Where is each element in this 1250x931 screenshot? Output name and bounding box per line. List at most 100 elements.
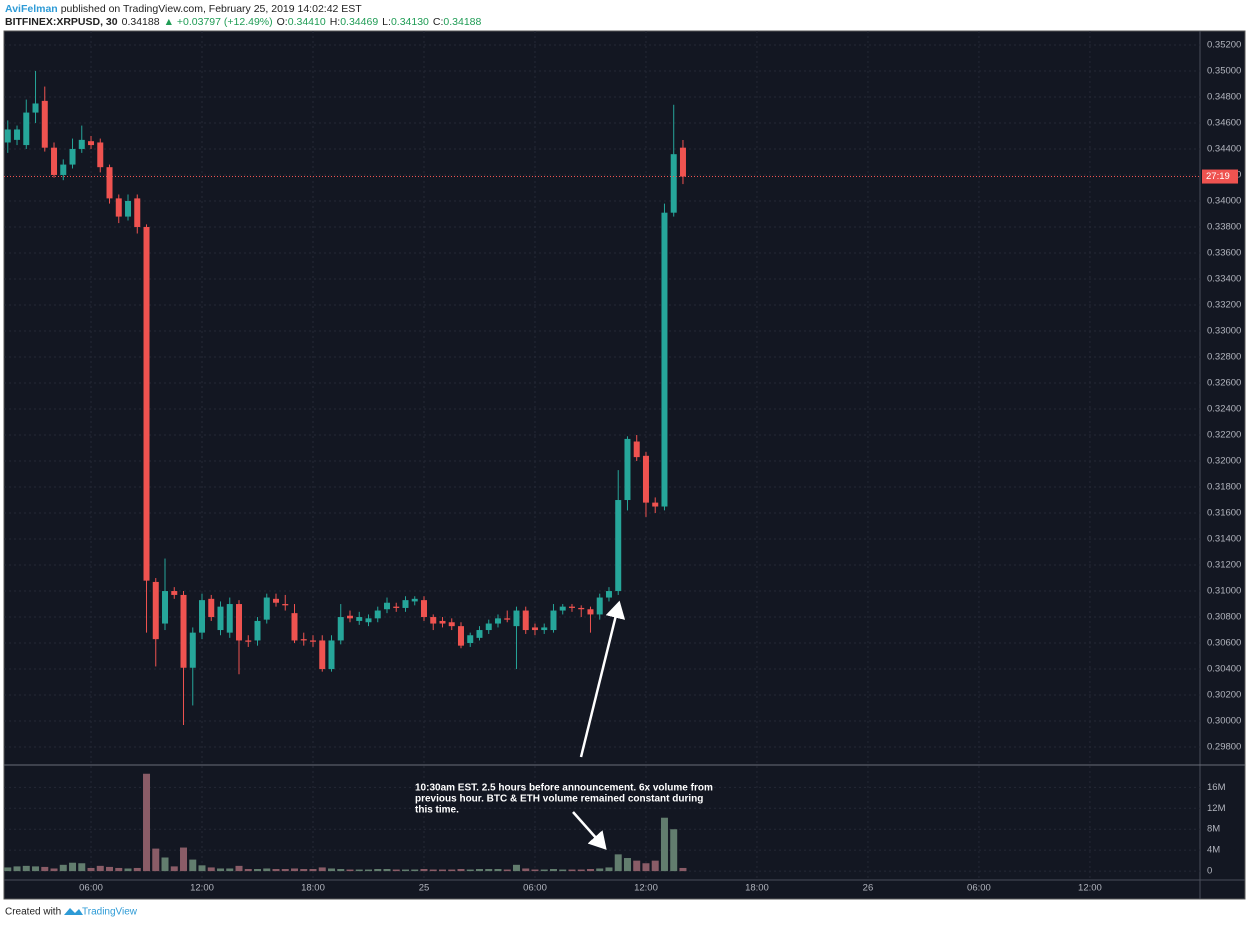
volume-bar bbox=[133, 867, 141, 872]
y-tick-label: 0.35000 bbox=[1207, 65, 1241, 76]
candle-body bbox=[162, 591, 169, 624]
candle-body bbox=[633, 441, 640, 458]
volume-bar bbox=[59, 864, 67, 872]
volume-bar bbox=[4, 867, 12, 872]
candle-body bbox=[559, 606, 566, 611]
volume-bar bbox=[355, 869, 363, 872]
candle-body bbox=[578, 607, 585, 610]
candle-body bbox=[411, 598, 418, 602]
volume-bar bbox=[69, 862, 77, 872]
annotation: previous hour. BTC & ETH volume remained… bbox=[415, 794, 703, 805]
volume-tick-label: 4M bbox=[1207, 845, 1220, 856]
volume-bar bbox=[374, 869, 382, 872]
volume-bar bbox=[50, 868, 58, 872]
volume-bar bbox=[291, 868, 299, 872]
y-tick-label: 0.35200 bbox=[1207, 39, 1241, 50]
y-tick-label: 0.32600 bbox=[1207, 378, 1241, 389]
volume-bar bbox=[522, 868, 530, 872]
candle-body bbox=[125, 200, 132, 217]
volume-bar bbox=[22, 865, 30, 872]
x-tick-label: 12:00 bbox=[634, 883, 658, 894]
y-tick-label: 0.34800 bbox=[1207, 91, 1241, 102]
marks bbox=[4, 70, 1200, 872]
candle-body bbox=[430, 617, 437, 624]
volume-bar bbox=[670, 829, 678, 872]
y-tick-label: 0.33600 bbox=[1207, 248, 1241, 259]
volume-tick-label: 0 bbox=[1207, 866, 1212, 877]
volume-bar bbox=[540, 869, 548, 872]
candle-body bbox=[393, 606, 400, 608]
last-price: 0.34188 bbox=[122, 16, 160, 28]
volume-bar bbox=[87, 867, 95, 872]
volume-bar bbox=[364, 869, 372, 872]
y-tick-label: 0.33800 bbox=[1207, 222, 1241, 233]
y-tick-label: 0.32400 bbox=[1207, 404, 1241, 415]
candle-body bbox=[236, 604, 243, 641]
volume-bar bbox=[170, 866, 178, 872]
candle-body bbox=[41, 100, 48, 148]
volume-bar bbox=[623, 858, 631, 872]
labels: 0.352000.350000.348000.346000.344000.342… bbox=[79, 39, 1241, 893]
candle-body bbox=[143, 226, 150, 581]
footer-brand[interactable]: TradingView bbox=[82, 907, 138, 918]
candle-body bbox=[328, 640, 335, 670]
candle-body bbox=[356, 617, 363, 621]
candle-body bbox=[596, 597, 603, 615]
y-tick-label: 0.33400 bbox=[1207, 274, 1241, 285]
volume-bar bbox=[300, 869, 308, 872]
volume-bar bbox=[475, 869, 483, 872]
x-tick-label: 12:00 bbox=[190, 883, 214, 894]
ohlc-value: 0.34469 bbox=[340, 16, 378, 28]
y-tick-label: 0.33200 bbox=[1207, 300, 1241, 311]
x-tick-label: 18:00 bbox=[301, 883, 325, 894]
ohlc-label: O: bbox=[277, 16, 288, 28]
candle-body bbox=[587, 609, 594, 615]
x-tick-label: 06:00 bbox=[967, 883, 991, 894]
candle-body bbox=[402, 600, 409, 608]
candle-body bbox=[605, 591, 612, 598]
volume-bar bbox=[207, 867, 215, 872]
candle-body bbox=[439, 620, 446, 624]
candle-body bbox=[152, 581, 159, 640]
y-tick-label: 0.30000 bbox=[1207, 716, 1241, 727]
volume-bar bbox=[226, 868, 234, 872]
candle-body bbox=[226, 604, 233, 633]
annotation: this time. bbox=[415, 805, 459, 816]
change: ▲ +0.03797 (+12.49%) bbox=[164, 16, 273, 28]
annotation: 10:30am EST. 2.5 hours before announceme… bbox=[415, 783, 713, 794]
y-tick-label: 0.29800 bbox=[1207, 742, 1241, 753]
volume-bar bbox=[633, 860, 641, 872]
ohlc-value: 0.34188 bbox=[443, 16, 481, 28]
author[interactable]: AviFelman bbox=[5, 3, 58, 15]
candle-body bbox=[60, 164, 67, 175]
volume-bar bbox=[78, 863, 86, 872]
volume-bar bbox=[244, 869, 252, 872]
candle-body bbox=[642, 455, 649, 503]
candle-body bbox=[51, 147, 58, 175]
candle-body bbox=[14, 129, 21, 140]
candle-body bbox=[568, 606, 575, 608]
candle-body bbox=[217, 606, 224, 631]
candle-body bbox=[69, 148, 76, 165]
y-tick-label: 0.32800 bbox=[1207, 352, 1241, 363]
arrow bbox=[579, 600, 626, 758]
volume-bar bbox=[429, 869, 437, 872]
candle-body bbox=[171, 591, 178, 595]
volume-bar bbox=[143, 773, 151, 872]
candle-body bbox=[78, 139, 85, 149]
symbol: BITFINEX:XRPUSD, 30 bbox=[5, 16, 118, 28]
candle-body bbox=[245, 640, 252, 642]
volume-bar bbox=[106, 866, 114, 872]
candle-body bbox=[189, 632, 196, 668]
y-tick-label: 0.32200 bbox=[1207, 430, 1241, 441]
volume-bar bbox=[13, 866, 21, 872]
volume-bar bbox=[577, 869, 585, 872]
candle-body bbox=[661, 212, 668, 507]
candle-body bbox=[282, 604, 289, 606]
countdown-box bbox=[1202, 169, 1238, 184]
candle-body bbox=[23, 112, 30, 146]
volume-bar bbox=[235, 865, 243, 872]
y-tick-label: 0.31200 bbox=[1207, 560, 1241, 571]
candle-body bbox=[291, 613, 298, 641]
candle-body bbox=[624, 438, 631, 501]
